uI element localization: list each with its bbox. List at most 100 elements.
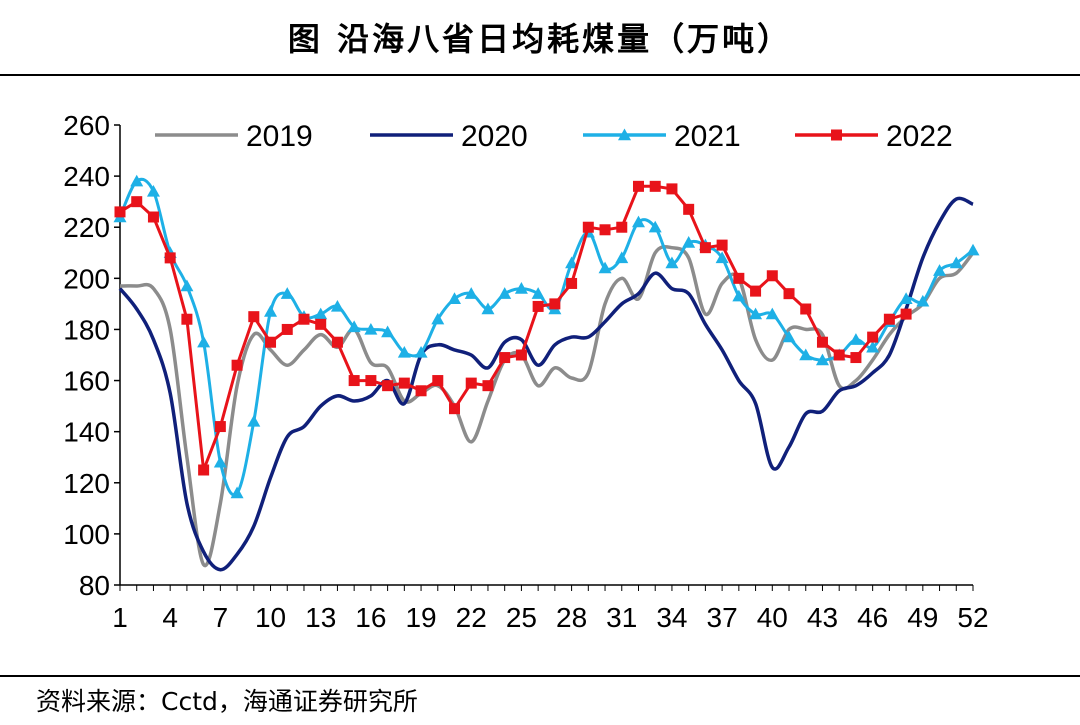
data-point-2021: [247, 414, 261, 427]
x-tick-label: 43: [807, 602, 838, 633]
legend-item-2022: 2022: [795, 120, 953, 153]
data-point-2021: [648, 220, 662, 233]
data-point-2021: [598, 261, 612, 274]
data-point-2021: [933, 264, 947, 276]
x-tick-label: 10: [255, 602, 286, 633]
data-point-2022: [499, 352, 511, 364]
x-tick-label: 1: [112, 602, 128, 633]
x-tick-label: 34: [656, 602, 687, 633]
y-tick-label: 160: [63, 366, 110, 397]
data-point-2022: [766, 270, 778, 282]
legend-item-2019: 2019: [155, 120, 313, 153]
data-point-2022: [465, 377, 477, 389]
data-point-2022: [382, 380, 394, 392]
data-point-2021: [314, 307, 328, 320]
data-point-2021: [866, 340, 880, 353]
y-tick-label: 200: [63, 263, 110, 294]
data-point-2022: [699, 242, 711, 254]
y-tick-label: 80: [79, 570, 110, 601]
data-point-2022: [750, 285, 762, 297]
data-point-2022: [816, 336, 828, 348]
data-point-2021: [565, 256, 579, 269]
data-point-2021: [347, 320, 361, 333]
data-point-2021: [799, 348, 813, 361]
x-tick-label: 16: [355, 602, 386, 633]
data-point-2022: [850, 352, 862, 364]
data-point-2022: [649, 180, 661, 192]
data-point-2022: [632, 180, 644, 192]
series-2022: [114, 180, 912, 476]
data-point-2022: [482, 380, 494, 392]
x-tick-label: 46: [857, 602, 888, 633]
data-point-2022: [783, 288, 795, 300]
data-point-2021: [448, 292, 462, 304]
series-2020: [118, 196, 974, 572]
x-tick-label: 40: [757, 602, 788, 633]
data-point-2022: [214, 421, 226, 433]
chart-axes: 80 100 120 140 160 180 200 220 240 260 1 4 7 10 13 16 19…: [63, 110, 988, 633]
y-tick-label: 260: [63, 110, 110, 141]
data-point-2022: [164, 252, 176, 264]
data-point-2022: [833, 349, 845, 361]
data-point-2021: [364, 322, 378, 335]
data-point-2022: [365, 375, 377, 387]
x-tick-label: 37: [707, 602, 738, 633]
x-tick-label: 13: [305, 602, 336, 633]
data-point-2021: [397, 345, 411, 358]
series-2021: [113, 174, 980, 499]
data-point-2022: [733, 272, 745, 284]
data-point-2021: [213, 455, 227, 468]
series-2019: [119, 244, 975, 568]
data-point-2021: [230, 486, 244, 499]
data-point-2022: [549, 298, 561, 310]
legend-label-2021: 2021: [674, 120, 741, 153]
chart-series-layer: [113, 174, 980, 572]
data-point-2021: [749, 307, 763, 320]
data-point-2022: [147, 211, 159, 223]
data-point-2022: [198, 464, 210, 476]
data-point-2021: [481, 302, 495, 315]
data-point-2021: [849, 333, 863, 345]
chart-legend: 2019 2020 2021 2022: [155, 120, 953, 153]
data-point-2021: [682, 236, 696, 248]
data-point-2022: [398, 377, 410, 389]
data-point-2021: [280, 287, 294, 299]
data-point-2022: [883, 313, 895, 325]
chart-title: 图 沿海八省日均耗煤量（万吨）: [287, 20, 793, 58]
data-point-2022: [265, 336, 277, 348]
data-point-2022: [248, 311, 260, 323]
data-point-2021: [631, 215, 645, 228]
legend-marker-2022: [831, 129, 842, 141]
data-point-2022: [181, 313, 193, 325]
data-point-2021: [464, 287, 478, 299]
x-tick-label: 52: [957, 602, 988, 633]
x-tick-label: 49: [907, 602, 938, 633]
series-line-2020: [118, 196, 974, 572]
legend-label-2020: 2020: [461, 120, 528, 153]
data-point-2022: [432, 375, 444, 387]
data-point-2021: [765, 307, 779, 320]
data-point-2021: [431, 312, 445, 325]
data-point-2022: [281, 323, 293, 335]
data-point-2021: [264, 305, 278, 317]
legend-item-2021: 2021: [583, 120, 741, 153]
data-point-2022: [616, 221, 628, 233]
data-point-2021: [514, 282, 528, 294]
data-point-2021: [381, 325, 395, 338]
legend-marker-2021: [618, 128, 631, 141]
data-point-2022: [415, 385, 427, 397]
data-point-2021: [815, 353, 829, 366]
data-point-2021: [732, 289, 746, 302]
data-point-2021: [197, 335, 211, 348]
data-point-2022: [231, 359, 243, 371]
data-point-2021: [899, 292, 913, 304]
y-tick-label: 120: [63, 468, 110, 499]
data-point-2022: [599, 224, 611, 236]
data-point-2022: [716, 239, 728, 251]
data-point-2022: [582, 221, 594, 233]
data-point-2021: [498, 287, 512, 299]
data-point-2021: [414, 345, 428, 358]
data-point-2021: [949, 256, 963, 269]
data-point-2022: [566, 277, 578, 289]
source-divider: [0, 675, 1080, 677]
